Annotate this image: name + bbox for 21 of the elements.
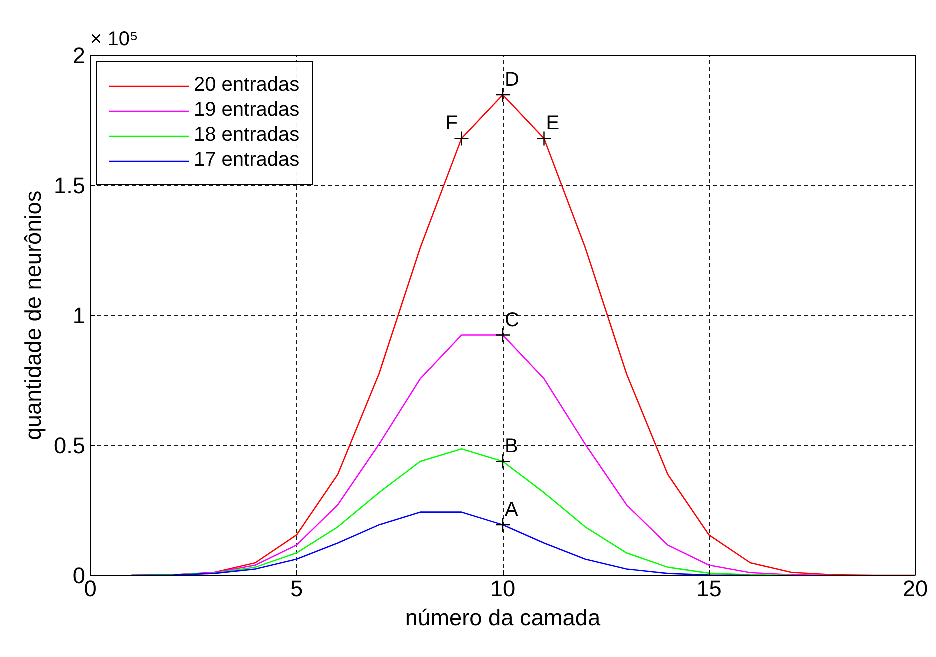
x-tick-label: 20 [902,576,928,602]
y-tick-label: 1.5 [54,172,86,198]
text: × 10⁵ [90,28,138,50]
y-tick-label: 0.5 [54,432,86,458]
legend-label: 19 entradas [194,99,300,122]
annotation: A [505,499,519,522]
legend-label: 17 entradas [194,149,300,172]
y-tick-label: 2 [72,42,86,68]
x-tick-label: 10 [490,576,516,602]
x-axis-title: número da camada [405,604,602,630]
annotation: D [505,69,520,92]
legend-label: 20 entradas [194,74,300,97]
annotation: F [446,112,458,135]
annotation: E [546,112,560,135]
y-tick-label: 1 [72,302,86,328]
legend-label: 18 entradas [194,124,300,147]
x-tick-label: 15 [696,576,722,602]
y-axis-title: quantidade de neurônios [20,190,46,440]
x-tick-label: 5 [290,576,304,602]
annotation: C [505,309,520,332]
annotation: B [505,436,518,458]
